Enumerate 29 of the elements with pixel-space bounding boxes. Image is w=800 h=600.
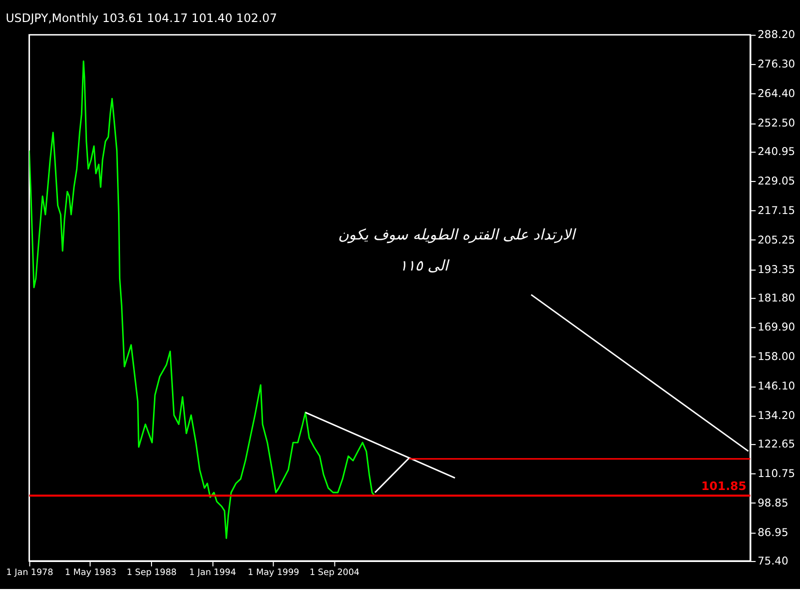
y-tick-label: 193.35 [758,262,796,276]
x-tick-label: 1 May 1999 [248,568,300,578]
y-tick-label: 134.20 [758,409,796,422]
ref-line-label: 101.85 [701,478,746,493]
y-tick-label: 181.80 [758,291,796,304]
y-tick-label: 110.75 [758,467,796,480]
y-tick-label: 98.85 [758,496,788,510]
y-tick-label: 122.65 [758,438,796,451]
x-tick-label: 1 May 1983 [64,568,116,578]
x-tick-label: 1 Jan 1994 [189,568,236,578]
y-tick-label: 252.50 [758,116,796,130]
y-tick-label: 276.30 [758,58,796,71]
x-tick-label: 1 Jan 1978 [6,568,54,578]
y-tick-label: 75.40 [758,554,788,568]
y-tick-label: 264.40 [758,87,796,100]
y-tick-label: 217.15 [758,204,796,217]
x-tick-label: 1 Sep 1988 [126,568,177,578]
y-tick-label: 229.05 [758,174,796,188]
annotation: الارتداد على الفتره الطويله سوف يكون [338,226,577,244]
y-tick-label: 86.95 [758,526,788,539]
y-tick-label: 169.90 [758,320,796,334]
x-tick-label: 1 Sep 2004 [310,568,360,578]
y-tick-label: 240.95 [758,145,796,158]
y-tick-label: 158.00 [758,350,796,364]
y-tick-label: 146.10 [758,380,796,393]
y-tick-label: 205.25 [758,233,796,246]
chart-title: USDJPY,Monthly 103.61 104.17 101.40 102.07 [6,11,278,26]
annotation: الى ١١٥ [399,258,450,275]
y-tick-label: 288.20 [758,28,796,42]
